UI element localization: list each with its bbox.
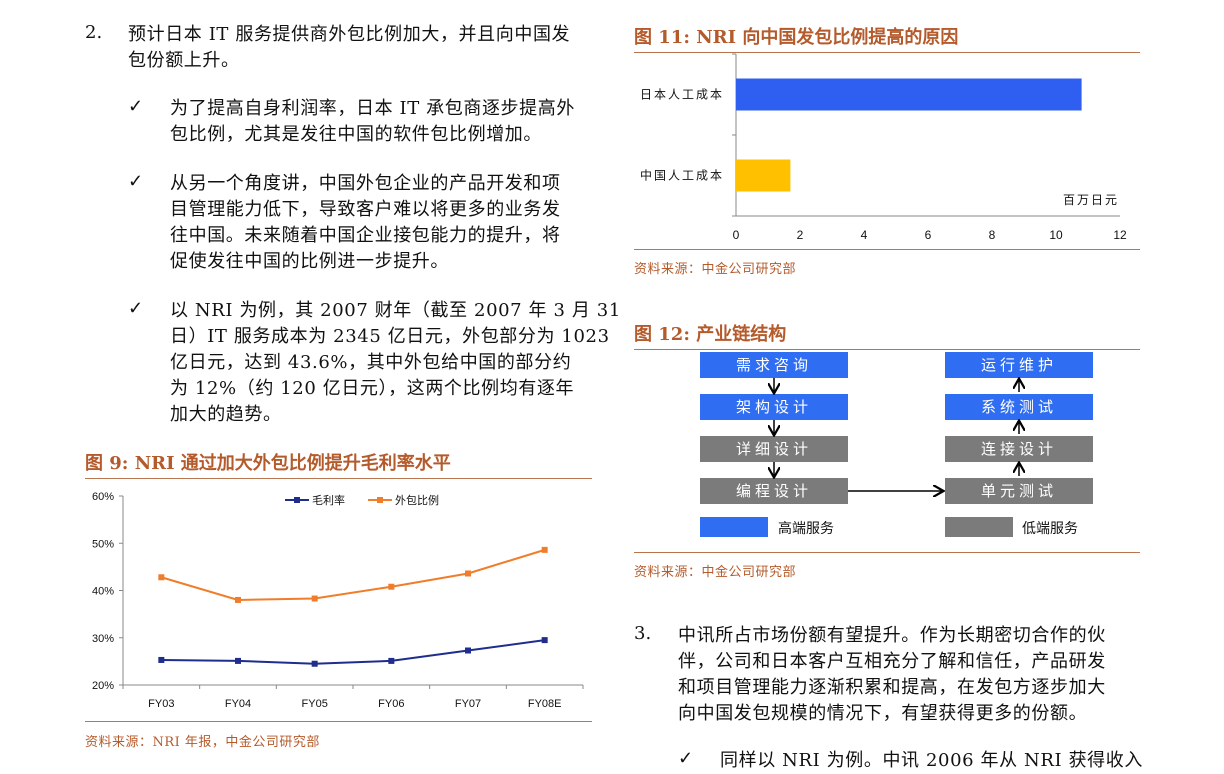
x-tick-label: 10 xyxy=(1049,228,1063,242)
box-connection-design: 连接设计 xyxy=(945,436,1093,462)
series-line-0 xyxy=(161,639,545,665)
box-programming-design: 编程设计 xyxy=(700,478,848,504)
bullet-2-line1: 从另一个角度讲，中国外包企业的产品开发和项 xyxy=(170,173,561,194)
bullet-3-line2: 日）IT 服务成本为 2345 亿日元，外包部分为 1023 xyxy=(170,326,610,347)
figure-9-source: 资料来源：NRI 年报，中金公司研究部 xyxy=(85,735,320,750)
bullet-2-line3: 往中国。未来随着中国企业接包能力的提升，将 xyxy=(170,225,561,246)
box-architecture-design: 架构设计 xyxy=(700,394,848,420)
check-icon: ✓ xyxy=(678,748,694,769)
category-label: 中国人工成本 xyxy=(640,168,724,183)
data-point xyxy=(388,657,395,664)
figure-9-bottom-rule xyxy=(85,721,592,722)
item-2-line1: 预计日本 IT 服务提供商外包比例加大，并且向中国发 xyxy=(128,24,571,45)
figure-9-line-chart: 20% 30% 40% 50% 60% FY03 FY04 FY05 FY06 FY07 FY08E… xyxy=(92,491,584,710)
legend-marker xyxy=(377,497,383,503)
data-point xyxy=(465,647,471,654)
bullet-last-text: 同样以 NRI 为例。中讯 2006 年从 NRI 获得收入 xyxy=(720,750,1143,771)
x-tick-label: FY03 xyxy=(148,698,174,710)
x-tick-label: FY06 xyxy=(378,698,404,710)
x-tick-label: 4 xyxy=(861,228,868,242)
box-system-test: 系统测试 xyxy=(945,394,1093,420)
legend-high-swatch xyxy=(700,517,768,537)
bar-1 xyxy=(736,159,791,192)
legend-high-label: 高端服务 xyxy=(778,521,834,537)
x-tick-label: FY05 xyxy=(302,698,328,710)
item-2-line2: 包份额上升。 xyxy=(128,50,240,71)
data-point xyxy=(311,660,318,667)
legend-label: 外包比例 xyxy=(395,493,439,507)
figure-9-title: 图 9: NRI 通过加大外包比例提升毛利率水平 xyxy=(85,449,592,479)
data-point xyxy=(465,570,471,577)
y-tick-label: 60% xyxy=(92,491,114,503)
data-point xyxy=(541,637,548,644)
data-point xyxy=(541,546,548,553)
figure-11-title: 图 11: NRI 向中国发包比例提高的原因 xyxy=(634,23,1140,53)
x-tick-label: 0 xyxy=(733,228,740,242)
data-point xyxy=(158,574,165,581)
check-icon: ✓ xyxy=(128,298,144,319)
figure-12-source: 资料来源：中金公司研究部 xyxy=(634,565,797,580)
bullet-2-line4: 促使发往中国的比例进一步提升。 xyxy=(170,251,449,272)
legend-marker xyxy=(294,497,300,503)
category-label: 日本人工成本 xyxy=(640,88,724,102)
item-3-line4: 向中国发包规模的情况下，有望获得更多的份额。 xyxy=(678,703,1088,724)
bullet-3-line3: 亿日元，达到 43.6%，其中外包给中国的部分约 xyxy=(170,352,572,373)
item-2-number: 2. xyxy=(85,22,103,43)
legend-label: 毛利率 xyxy=(312,493,345,507)
data-point xyxy=(235,657,241,664)
figure-11-bottom-rule xyxy=(634,249,1140,250)
data-point xyxy=(158,656,165,663)
check-icon: ✓ xyxy=(128,171,144,192)
check-icon: ✓ xyxy=(128,96,144,117)
bullet-3-line5: 加大的趋势。 xyxy=(170,404,282,425)
data-point xyxy=(311,595,318,602)
flow-arrows xyxy=(634,346,1140,552)
data-point xyxy=(388,583,395,590)
box-detailed-design: 详细设计 xyxy=(700,436,848,462)
item-3-line3: 和项目管理能力逐渐积累和提高，在发包方逐步加大 xyxy=(678,677,1106,698)
data-point xyxy=(235,596,241,603)
x-tick-label: 2 xyxy=(797,228,804,242)
legend-low-swatch xyxy=(945,517,1013,537)
x-tick-label: FY08E xyxy=(528,698,562,710)
industry-chain-diagram: 需求咨询 架构设计 详细设计 编程设计 运行维护 系统测试 连接设计 单元测试 … xyxy=(634,346,1140,552)
x-tick-label: FY04 xyxy=(225,698,251,710)
bar-0 xyxy=(736,78,1082,111)
item-3-number: 3. xyxy=(634,623,652,644)
bullet-1-line2: 包比例，尤其是发往中国的软件包比例增加。 xyxy=(170,124,542,145)
figure-11-source: 资料来源：中金公司研究部 xyxy=(634,262,797,277)
bullet-1-line1: 为了提高自身利润率，日本 IT 承包商逐步提高外 xyxy=(170,98,575,119)
y-tick-label: 20% xyxy=(92,680,114,692)
x-tick-label: FY07 xyxy=(455,698,481,710)
figure-11-unit-label: 百万日元 xyxy=(1063,193,1119,207)
legend-low-label: 低端服务 xyxy=(1022,521,1078,537)
x-tick-label: 6 xyxy=(925,228,932,242)
item-3-line1: 中讯所占市场份额有望提升。作为长期密切合作的伙 xyxy=(678,625,1106,646)
bullet-2-line2: 目管理能力低下，导致客户难以将更多的业务发 xyxy=(170,199,561,220)
bullet-3-line1: 以 NRI 为例，其 2007 财年（截至 2007 年 3 月 31 xyxy=(170,300,621,321)
box-operation-maintenance: 运行维护 xyxy=(945,352,1093,378)
y-tick-label: 50% xyxy=(92,538,114,550)
y-tick-label: 30% xyxy=(92,633,114,645)
series-line-1 xyxy=(161,548,545,601)
figure-12-title: 图 12: 产业链结构 xyxy=(634,320,1140,350)
box-unit-test: 单元测试 xyxy=(945,478,1093,504)
box-requirement-consulting: 需求咨询 xyxy=(700,352,848,378)
x-tick-label: 12 xyxy=(1113,228,1127,242)
figure-12-bottom-rule xyxy=(634,552,1140,553)
y-tick-label: 40% xyxy=(92,586,114,598)
x-tick-label: 8 xyxy=(989,228,996,242)
bullet-3-line4: 为 12%（约 120 亿日元），这两个比例均有逐年 xyxy=(170,378,575,399)
item-3-line2: 伴，公司和日本客户互相充分了解和信任，产品研发 xyxy=(678,651,1106,672)
